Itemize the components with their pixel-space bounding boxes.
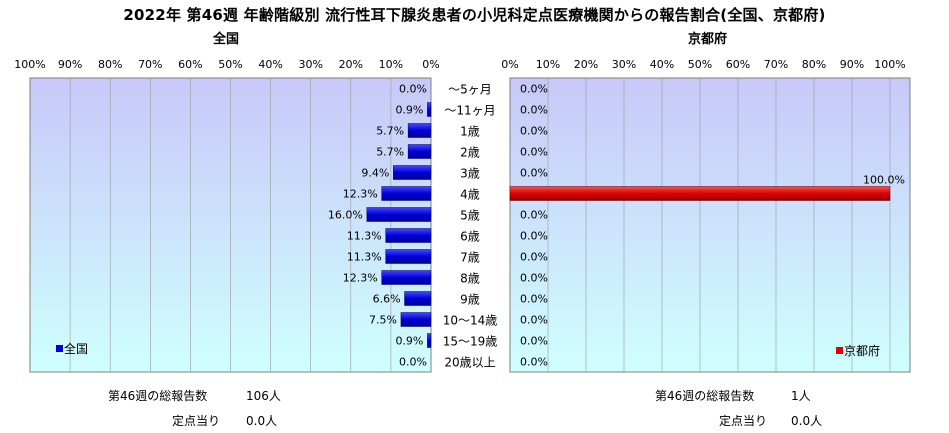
national-data-label: 0.9%: [395, 104, 423, 117]
age-category-label: 6歳: [460, 230, 480, 244]
age-category-label: 9歳: [460, 293, 480, 307]
age-category-label: 8歳: [460, 272, 480, 286]
national-bar: [427, 102, 432, 117]
national-bar: [385, 249, 432, 264]
national-data-label: 7.5%: [369, 314, 397, 327]
national-bar: [404, 291, 432, 306]
kyoto-data-label: 0.0%: [520, 272, 548, 285]
kyoto-data-label: 0.0%: [520, 146, 548, 159]
national-panel-title: 全国: [213, 32, 240, 47]
age-category-label: 15～19歳: [443, 335, 498, 349]
age-category-label: 1歳: [460, 125, 480, 139]
national-data-label: 12.3%: [343, 188, 378, 201]
age-category-label: 2歳: [460, 146, 480, 160]
national-total-label: 第46週の総報告数: [108, 389, 208, 403]
kyoto-data-label: 0.0%: [520, 125, 548, 138]
national-bar: [400, 312, 432, 327]
age-category-label: ～5ヶ月: [448, 83, 492, 97]
age-category-label: 10～14歳: [443, 314, 498, 328]
national-data-label: 11.3%: [347, 251, 382, 264]
national-bar: [427, 333, 432, 348]
national-tick-label: 100%: [14, 58, 45, 71]
national-tick-label: 90%: [58, 58, 82, 71]
kyoto-panel-title: 京都府: [688, 32, 728, 47]
national-bar: [385, 228, 432, 243]
kyoto-tick-label: 40%: [650, 58, 674, 71]
age-category-label: 4歳: [460, 188, 480, 202]
kyoto-tick-label: 30%: [612, 58, 636, 71]
kyoto-total-label: 第46週の総報告数: [655, 389, 755, 403]
national-bar: [381, 270, 432, 285]
kyoto-data-label: 100.0%: [863, 174, 905, 187]
kyoto-tick-label: 50%: [688, 58, 712, 71]
kyoto-tick-label: 100%: [874, 58, 905, 71]
national-total-value: 106人: [246, 389, 281, 403]
national-tick-label: 70%: [138, 58, 162, 71]
national-data-label: 5.7%: [376, 146, 404, 159]
kyoto-data-label: 0.0%: [520, 356, 548, 369]
national-data-label: 0.9%: [395, 335, 423, 348]
kyoto-data-label: 0.0%: [520, 230, 548, 243]
kyoto-tick-label: 90%: [840, 58, 864, 71]
national-data-label: 9.4%: [361, 167, 389, 180]
age-category-label: 7歳: [460, 251, 480, 265]
kyoto-data-label: 0.0%: [520, 251, 548, 264]
national-bar: [366, 207, 432, 222]
national-data-label: 11.3%: [347, 230, 382, 243]
kyoto-data-label: 0.0%: [520, 167, 548, 180]
national-data-label: 0.0%: [399, 83, 427, 96]
national-data-label: 16.0%: [328, 209, 363, 222]
kyoto-legend-swatch: [836, 347, 843, 354]
national-tick-label: 60%: [178, 58, 202, 71]
national-tick-label: 0%: [422, 58, 439, 71]
national-data-label: 6.6%: [373, 293, 401, 306]
kyoto-data-label: 0.0%: [520, 83, 548, 96]
national-tick-label: 20%: [339, 58, 363, 71]
kyoto-tick-label: 0%: [501, 58, 518, 71]
kyoto-per-label: 定点当り: [719, 414, 768, 428]
age-category-label: 20歳以上: [444, 356, 495, 370]
kyoto-data-label: 0.0%: [520, 104, 548, 117]
kyoto-legend-label: 京都府: [844, 343, 880, 358]
national-legend-swatch: [56, 345, 63, 352]
national-bar: [407, 123, 432, 138]
national-legend-label: 全国: [64, 341, 88, 356]
kyoto-plot-area: [509, 77, 911, 373]
national-tick-label: 50%: [218, 58, 242, 71]
national-bar: [393, 165, 432, 180]
national-data-label: 12.3%: [343, 272, 378, 285]
kyoto-tick-label: 20%: [574, 58, 598, 71]
national-tick-label: 40%: [258, 58, 282, 71]
national-tick-label: 10%: [379, 58, 403, 71]
kyoto-tick-label: 10%: [536, 58, 560, 71]
kyoto-data-label: 0.0%: [520, 314, 548, 327]
kyoto-bar: [509, 186, 891, 201]
kyoto-per-value: 0.0人: [791, 414, 823, 428]
kyoto-data-label: 0.0%: [520, 335, 548, 348]
national-bar: [381, 186, 432, 201]
national-per-label: 定点当り: [172, 414, 221, 428]
kyoto-tick-label: 70%: [764, 58, 788, 71]
kyoto-tick-label: 60%: [726, 58, 750, 71]
national-per-value: 0.0人: [246, 414, 278, 428]
national-data-label: 0.0%: [399, 356, 427, 369]
national-tick-label: 80%: [98, 58, 122, 71]
national-data-label: 5.7%: [376, 125, 404, 138]
national-bar: [407, 144, 432, 159]
kyoto-data-label: 0.0%: [520, 293, 548, 306]
kyoto-tick-label: 80%: [802, 58, 826, 71]
kyoto-data-label: 0.0%: [520, 209, 548, 222]
age-category-label: 3歳: [460, 167, 480, 181]
national-tick-label: 30%: [298, 58, 322, 71]
age-category-label: 5歳: [460, 209, 480, 223]
kyoto-total-value: 1人: [791, 389, 811, 403]
chart-title: 2022年 第46週 年齢階級別 流行性耳下腺炎患者の小児科定点医療機関からの報…: [123, 6, 826, 24]
age-category-label: ～11ヶ月: [444, 104, 495, 118]
